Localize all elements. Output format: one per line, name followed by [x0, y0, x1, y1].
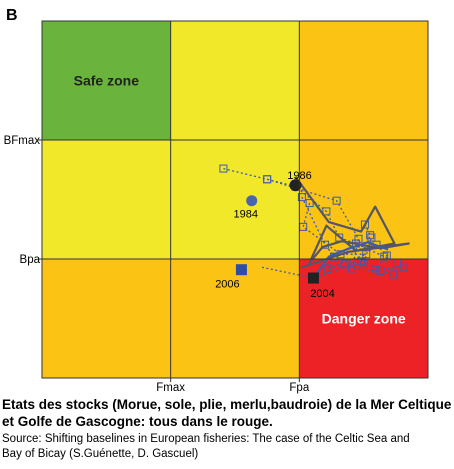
open-square-marker-1-2: [354, 234, 363, 243]
y-tick-label-0: BFmax: [4, 135, 41, 147]
plot-frame: [41, 20, 429, 379]
zone-label-0: Safe zone: [74, 73, 140, 89]
zone-label-8: Danger zone: [322, 311, 406, 327]
zone-cell-4: [170, 140, 300, 259]
dotted-series-line-5: [261, 265, 354, 279]
caption-source-line2: Bay of Bicay (S.Guénette, D. Gascuel): [2, 448, 199, 460]
open-square-marker-3-6: [367, 233, 376, 242]
highlight-label-1984: 1984: [233, 209, 257, 221]
open-square-marker-1-1: [332, 196, 341, 205]
open-square-marker-2-0: [297, 193, 306, 202]
open-square-marker-1-5: [389, 270, 398, 279]
highlight-label-2004: 2004: [310, 288, 334, 300]
solid-series-line-6: [294, 176, 410, 269]
open-square-marker-1-4: [376, 266, 385, 275]
open-square-marker-3-0: [305, 199, 314, 208]
open-square-marker-2-5: [371, 265, 380, 274]
highlight-point-2006: [235, 264, 247, 276]
axes-layer: Fmax Fpa BFmax Bpa: [4, 20, 429, 394]
open-square-marker-0-3: [322, 207, 331, 216]
dotted-series-line-2: [301, 196, 404, 271]
x-tick-label-1: Fpa: [289, 382, 309, 394]
open-square-marker-4-3: [357, 257, 366, 266]
zone-cell-6: [42, 259, 171, 378]
zone-cell-0: [42, 21, 171, 140]
open-square-marker-2-6: [399, 263, 408, 272]
open-square-marker-4-0: [360, 220, 369, 229]
solid-series-line-7: [312, 241, 389, 279]
open-square-marker-3-5: [359, 259, 368, 268]
highlight-point-2004: [307, 272, 319, 284]
caption-source-line1: Source: Shifting baselines in European f…: [2, 433, 410, 445]
zone-cell-3: [42, 140, 171, 259]
zone-cell-8: [299, 259, 428, 378]
x-tick-label-0: Fmax: [156, 382, 185, 394]
highlight-point-1986: [289, 179, 302, 192]
zones-layer: Safe zone Danger zone: [42, 21, 428, 378]
highlight-point-1984: [246, 195, 258, 207]
zone-cell-2: [299, 21, 428, 140]
open-square-marker-1-0: [263, 175, 272, 184]
open-square-marker-0-0: [219, 164, 228, 173]
open-square-marker-4-1: [366, 231, 375, 240]
zone-cell-1: [170, 21, 300, 140]
caption-title: Etats des stocks (Morue, sole, plie, mer…: [2, 397, 452, 429]
zone-cell-7: [170, 259, 300, 378]
y-tick-label-1: Bpa: [20, 254, 41, 266]
open-square-marker-3-4: [323, 264, 332, 273]
highlight-label-2006: 2006: [215, 279, 239, 291]
caption-source: Source: Shifting baselines in European f…: [2, 432, 452, 462]
open-square-marker-4-4: [340, 259, 349, 268]
open-square-marker-3-3: [362, 250, 371, 259]
panel-label: B: [6, 7, 18, 24]
